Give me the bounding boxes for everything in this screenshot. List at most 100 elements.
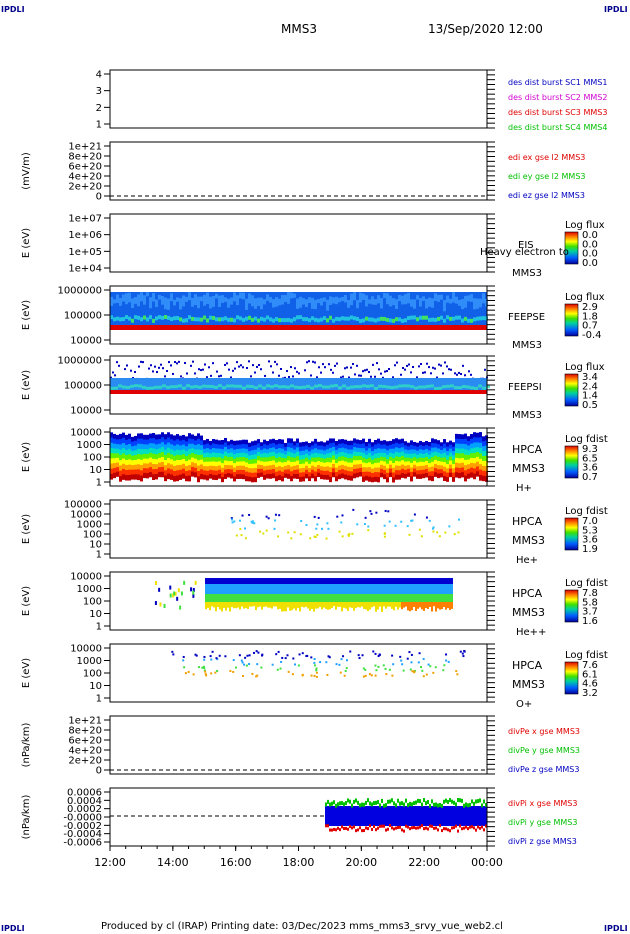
hpca-hepp-cell xyxy=(385,584,387,594)
feepsi-cell xyxy=(206,376,208,379)
hpca-h-cell xyxy=(233,467,236,473)
hpca-h-cell xyxy=(275,476,278,482)
hpca-h-cell xyxy=(365,475,368,481)
hpca-h-cell xyxy=(278,466,281,472)
hpca-h-cell xyxy=(374,462,377,469)
hpca-o-cell xyxy=(325,661,328,664)
hpca-h-cell xyxy=(344,444,347,449)
feepsi-cell xyxy=(486,385,490,389)
hpca-hepp-cell xyxy=(445,584,447,594)
divpi-x-trace xyxy=(387,827,389,831)
hpca-h-cell xyxy=(434,443,437,448)
corner-label-bottom-left: IPDLI xyxy=(1,924,25,933)
hpca-hepp-cell xyxy=(361,584,363,594)
hpca-h-cell xyxy=(119,465,122,472)
feepsi-cell xyxy=(418,365,420,368)
feepse-cell xyxy=(257,318,260,323)
hpca-hepp-cell xyxy=(303,594,305,602)
hpca-h-cell xyxy=(239,474,242,479)
hpca-h-cell xyxy=(137,459,140,465)
hpca-h-cell xyxy=(443,439,446,445)
y-tick-label: 100000 xyxy=(64,500,102,511)
hpca-h-cell xyxy=(179,440,182,446)
hpca-h-cell xyxy=(452,476,455,482)
hpca-h-cell xyxy=(110,468,113,475)
hpca-h-cell xyxy=(191,452,194,459)
hpca-h-cell xyxy=(416,442,419,448)
hpca-hepp-cell xyxy=(273,584,275,594)
hpca-h-cell xyxy=(212,438,215,444)
hpca-h-cell xyxy=(173,470,176,477)
feepsi-cell xyxy=(406,364,408,367)
feepse-red-band xyxy=(110,325,487,330)
hpca-h-cell xyxy=(461,439,464,445)
hpca-o-cell xyxy=(202,665,205,668)
hpca-hepp-cell xyxy=(325,584,327,594)
hpca-h-cell xyxy=(116,448,119,454)
hpca-hepp-cell xyxy=(287,584,289,594)
hpca-o-cell xyxy=(344,669,347,672)
divpi-y-trace xyxy=(409,801,411,806)
hpca-h-cell xyxy=(398,448,401,454)
feepsi-cell xyxy=(438,386,442,390)
feepsi-cell xyxy=(192,360,194,363)
hpca-he-cell xyxy=(438,535,441,538)
hpca-hepp-cell xyxy=(363,578,365,584)
hpca-o-cell xyxy=(343,674,346,677)
feepsi-cell xyxy=(298,372,300,375)
hpca-he-cell xyxy=(273,527,276,530)
divpi-y-trace xyxy=(435,802,437,807)
hpca-h-cell xyxy=(425,468,428,474)
hpca-o-cell xyxy=(211,650,214,653)
hpca-h-cell xyxy=(419,449,422,454)
hpca-h-cell xyxy=(452,468,455,474)
hpca-o-cell xyxy=(421,669,424,672)
hpca-hepp-cell xyxy=(313,594,315,602)
hpca-h-cell xyxy=(158,462,161,468)
hpca-hepp-cell xyxy=(383,594,385,602)
hpca-h-cell xyxy=(446,459,449,465)
hpca-h-cell xyxy=(293,465,296,471)
feepsi-cell xyxy=(238,384,242,388)
y-tick-label: 2e+20 xyxy=(68,182,102,193)
y-tick-label: 1 xyxy=(96,478,102,489)
hpca-h-cell xyxy=(125,469,128,476)
hpca-he-cell xyxy=(336,515,339,518)
hpca-hepp-cell xyxy=(331,594,333,602)
hpca-h-cell xyxy=(470,434,473,440)
hpca-h-cell xyxy=(350,462,353,468)
feepsi-cell xyxy=(290,366,292,369)
hpca-hepp-cell xyxy=(253,602,255,607)
hpca-h-cell xyxy=(416,470,419,475)
hpca-hepp-cell xyxy=(283,584,285,594)
hpca-h-cell xyxy=(410,440,413,446)
hpca-hepp-cell xyxy=(371,584,373,594)
feepse-cell xyxy=(152,293,155,302)
hpca-hepp-cell xyxy=(319,584,321,594)
hpca-hepp-cell xyxy=(445,578,447,584)
hpca-h-cell xyxy=(293,469,296,475)
hpca-o-cell xyxy=(432,671,435,674)
hpca-hepp-cell xyxy=(295,602,297,611)
hpca-hepp-cell xyxy=(397,602,399,610)
hpca-h-cell xyxy=(149,438,152,444)
hpca-h-cell xyxy=(329,457,332,463)
feepse-cell xyxy=(308,297,311,304)
feepsi-cell xyxy=(380,372,382,375)
hpca-h-cell xyxy=(383,448,386,454)
feepsi-cell xyxy=(226,384,230,388)
hpca-h-cell xyxy=(272,464,275,470)
hpca-h-cell xyxy=(269,447,272,453)
hpca-h-cell xyxy=(359,440,362,445)
feepse-cell xyxy=(236,295,239,306)
divpi-y-trace xyxy=(483,799,485,804)
hpca-h-cell xyxy=(239,469,242,475)
hpca-hepp-cell xyxy=(385,602,387,609)
feepse-cell xyxy=(131,318,134,323)
hpca-hepp-cell xyxy=(321,602,323,610)
hpca-h-cell xyxy=(482,475,485,482)
hpca-h-cell xyxy=(416,458,419,463)
hpca-h-cell xyxy=(377,467,380,473)
hpca-h-cell xyxy=(287,438,290,444)
header-datetime: 13/Sep/2020 12:00 xyxy=(428,22,543,36)
